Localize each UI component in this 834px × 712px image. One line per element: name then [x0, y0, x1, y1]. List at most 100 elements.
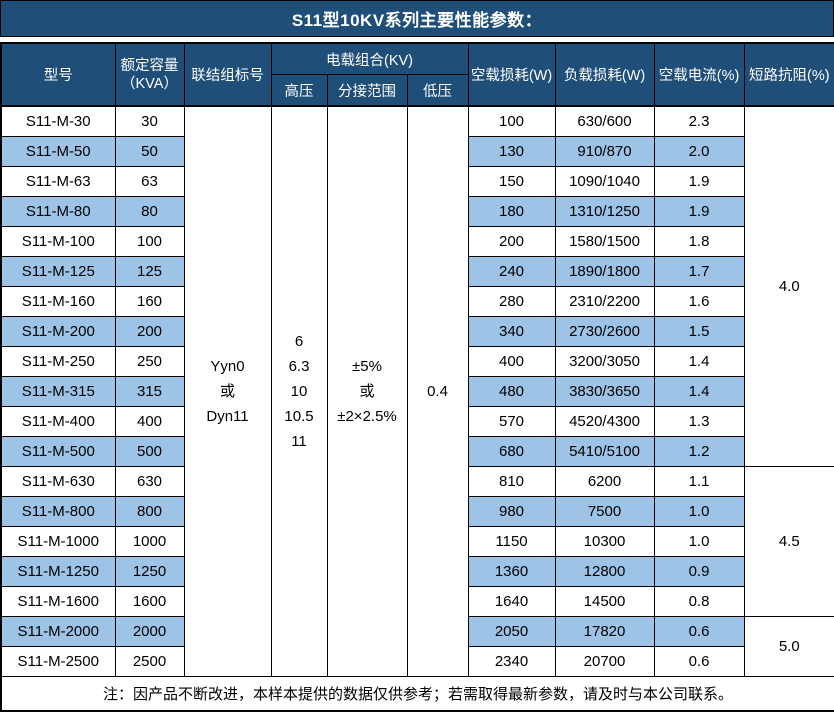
cell-no-load-current: 1.8	[653, 226, 745, 257]
cell-model: S11-M-2500	[0, 646, 116, 677]
cell-model: S11-M-2000	[0, 616, 116, 647]
table-row: S11-M-2500 2500 2340 20700 0.6	[0, 646, 834, 677]
cell-load-loss: 630/600	[554, 105, 655, 137]
table-row: S11-M-30 30 Yyn0 或 Dyn11 6 6.3 10 10.5 11 ±5% 或 ±2×2…	[0, 105, 834, 677]
cell-rated-capacity: 2000	[114, 616, 185, 647]
cell-load-loss: 3830/3650	[554, 376, 655, 407]
cell-short-circuit-impedance: 4.0	[743, 105, 834, 467]
table-row: S11-M-160 160 280 2310/2200 1.6	[0, 286, 834, 317]
cell-no-load-current: 1.7	[653, 256, 745, 287]
cell-no-load-loss: 680	[467, 436, 556, 467]
cell-model: S11-M-100	[0, 226, 116, 257]
table-row: S11-M-400 400 570 4520/4300 1.3	[0, 406, 834, 437]
cell-no-load-current: 1.6	[653, 286, 745, 317]
cell-no-load-current: 0.8	[653, 586, 745, 617]
cell-load-loss: 7500	[554, 496, 655, 527]
cell-rated-capacity: 1600	[114, 586, 185, 617]
cell-no-load-current: 1.9	[653, 196, 745, 227]
cell-no-load-loss: 1360	[467, 556, 556, 587]
parameters-table: 型号 额定容量 （KVA） 联结组标号 电载组合(KV) 空载损耗(W) 负载损…	[0, 42, 834, 712]
cell-load-loss: 12800	[554, 556, 655, 587]
cell-model: S11-M-315	[0, 376, 116, 407]
cell-no-load-current: 1.4	[653, 346, 745, 377]
cell-no-load-current: 1.0	[653, 496, 745, 527]
col-header-model: 型号	[0, 42, 116, 107]
cell-model: S11-M-30	[0, 105, 116, 137]
cell-rated-capacity: 2500	[114, 646, 185, 677]
cell-no-load-current: 1.9	[653, 166, 745, 197]
col-header-no-load-current: 空载电流(%)	[653, 42, 745, 107]
cell-load-loss: 5410/5100	[554, 436, 655, 467]
cell-no-load-current: 1.5	[653, 316, 745, 347]
cell-high-voltage: 6 6.3 10 10.5 11	[270, 105, 328, 677]
table-header: 型号 额定容量 （KVA） 联结组标号 电载组合(KV) 空载损耗(W) 负载损…	[0, 42, 834, 107]
cell-model: S11-M-1600	[0, 586, 116, 617]
cell-model: S11-M-200	[0, 316, 116, 347]
cell-rated-capacity: 200	[114, 316, 185, 347]
cell-rated-capacity: 50	[114, 136, 185, 167]
cell-no-load-current: 0.6	[653, 616, 745, 647]
cell-rated-capacity: 160	[114, 286, 185, 317]
col-header-tap-range: 分接范围	[326, 74, 408, 107]
cell-no-load-current: 1.0	[653, 526, 745, 557]
cell-load-loss: 2730/2600	[554, 316, 655, 347]
table-row: S11-M-1600 1600 1640 14500 0.8	[0, 586, 834, 617]
cell-load-loss: 10300	[554, 526, 655, 557]
cell-rated-capacity: 63	[114, 166, 185, 197]
cell-no-load-current: 1.2	[653, 436, 745, 467]
cell-rated-capacity: 400	[114, 406, 185, 437]
cell-model: S11-M-800	[0, 496, 116, 527]
title-table-divider	[0, 37, 834, 42]
col-header-capacity-line1: 额定容量	[120, 57, 179, 74]
cell-model: S11-M-63	[0, 166, 116, 197]
cell-no-load-loss: 2050	[467, 616, 556, 647]
cell-no-load-current: 1.3	[653, 406, 745, 437]
table-row: S11-M-800 800 980 7500 1.0	[0, 496, 834, 527]
cell-rated-capacity: 125	[114, 256, 185, 287]
cell-no-load-loss: 2340	[467, 646, 556, 677]
table-row: S11-M-630 630 810 6200 1.1 4.5	[0, 466, 834, 617]
cell-short-circuit-impedance: 5.0	[743, 616, 834, 677]
cell-rated-capacity: 800	[114, 496, 185, 527]
col-header-capacity-line2: （KVA）	[121, 75, 178, 92]
cell-rated-capacity: 1000	[114, 526, 185, 557]
cell-rated-capacity: 500	[114, 436, 185, 467]
cell-model: S11-M-630	[0, 466, 116, 497]
cell-no-load-loss: 340	[467, 316, 556, 347]
col-header-capacity: 额定容量 （KVA）	[114, 42, 185, 107]
cell-model: S11-M-1250	[0, 556, 116, 587]
cell-load-loss: 1090/1040	[554, 166, 655, 197]
cell-no-load-loss: 480	[467, 376, 556, 407]
cell-load-loss: 14500	[554, 586, 655, 617]
table-row: S11-M-80 80 180 1310/1250 1.9	[0, 196, 834, 227]
table-row: S11-M-315 315 480 3830/3650 1.4	[0, 376, 834, 407]
cell-model: S11-M-80	[0, 196, 116, 227]
header-row-2: 高压 分接范围 低压	[1, 74, 834, 107]
cell-no-load-loss: 240	[467, 256, 556, 287]
col-header-high-voltage: 高压	[270, 74, 328, 107]
table-row: S11-M-200 200 340 2730/2600 1.5	[0, 316, 834, 347]
cell-no-load-loss: 200	[467, 226, 556, 257]
col-header-no-load-loss: 空载损耗(W)	[467, 42, 556, 107]
cell-no-load-current: 2.3	[653, 105, 745, 137]
cell-rated-capacity: 30	[114, 105, 185, 137]
cell-model: S11-M-500	[0, 436, 116, 467]
cell-load-loss: 1580/1500	[554, 226, 655, 257]
cell-no-load-current: 0.6	[653, 646, 745, 677]
cell-no-load-loss: 810	[467, 466, 556, 497]
cell-no-load-loss: 280	[467, 286, 556, 317]
table-body: S11-M-30 30 Yyn0 或 Dyn11 6 6.3 10 10.5 11 ±5% 或 ±2×2…	[0, 105, 834, 677]
cell-connection-group: Yyn0 或 Dyn11	[183, 105, 272, 677]
cell-model: S11-M-1000	[0, 526, 116, 557]
cell-load-loss: 6200	[554, 466, 655, 497]
col-header-load-loss: 负载损耗(W)	[554, 42, 655, 107]
cell-load-loss: 17820	[554, 616, 655, 647]
cell-short-circuit-impedance: 4.5	[743, 466, 834, 617]
cell-load-loss: 4520/4300	[554, 406, 655, 437]
col-header-short-circuit-impedance: 短路抗阻(%)	[743, 42, 834, 107]
cell-load-loss: 20700	[554, 646, 655, 677]
cell-load-loss: 1310/1250	[554, 196, 655, 227]
cell-no-load-current: 1.4	[653, 376, 745, 407]
header-row-1: 型号 额定容量 （KVA） 联结组标号 电载组合(KV) 空载损耗(W) 负载损…	[0, 42, 834, 107]
